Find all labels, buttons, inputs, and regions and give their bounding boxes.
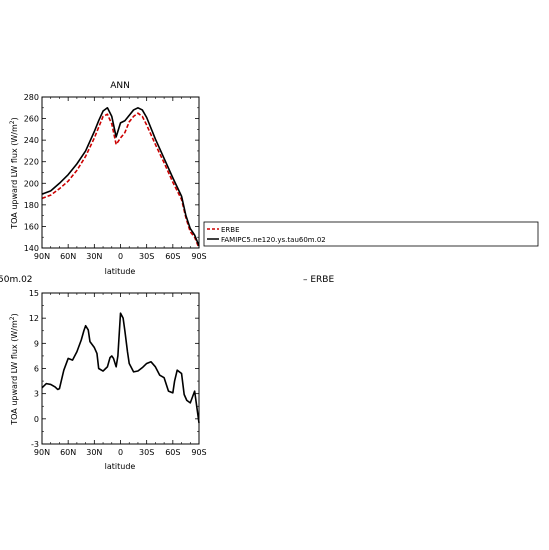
top-chart-y-axis-label: TOA upward LW flux (W/m2) bbox=[9, 117, 20, 229]
bottom-chart-y-tick-label: 6 bbox=[34, 365, 39, 374]
top-chart-y-tick-label: 160 bbox=[24, 222, 39, 231]
top-chart-y-tick-label: 200 bbox=[24, 179, 39, 188]
top-chart-x-tick-label: 90S bbox=[191, 252, 206, 261]
legend-box bbox=[203, 221, 539, 247]
top-chart-y-tick-label: 240 bbox=[24, 136, 39, 145]
bottom-chart-y-tick-label: 12 bbox=[29, 314, 39, 323]
top-chart-y-tick-label: 260 bbox=[24, 115, 39, 124]
top-chart-legend: ERBE FAMIPC5.ne120.ys.tau60m.02 bbox=[203, 221, 539, 247]
top-chart-x-tick-label: 0 bbox=[118, 252, 123, 261]
bottom-chart-x-ticks: 90N 60N 30N 0 30S 60S 90S bbox=[34, 293, 207, 457]
top-chart-x-tick-label: 30S bbox=[139, 252, 154, 261]
bottom-chart-series bbox=[41, 312, 200, 424]
top-chart-series-line-0 bbox=[41, 112, 200, 249]
bottom-chart-y-tick-label: -3 bbox=[31, 440, 39, 449]
top-chart-x-axis-label: latitude bbox=[105, 267, 136, 276]
top-chart-title: ANN bbox=[110, 81, 130, 91]
top-chart-y-tick-label: 220 bbox=[24, 158, 39, 167]
top-chart-y-ticks: 140 160 180 200 220 240 260 280 bbox=[24, 93, 199, 253]
top-chart-x-ticks: 90N 60N 30N 0 30S 60S 90S bbox=[34, 97, 207, 261]
bottom-chart-x-tick-label: 0 bbox=[118, 448, 123, 457]
clipped-model-name-text: 50m.02 bbox=[0, 275, 33, 285]
top-chart-x-tick-label: 60N bbox=[60, 252, 76, 261]
top-chart-plot-frame bbox=[41, 96, 200, 249]
top-chart-series-line-1 bbox=[41, 106, 200, 247]
top-chart-panel: ANN 140 160 180 200 220 240 260 280 90N 60N 30N 0 3… bbox=[9, 81, 207, 276]
top-chart-y-tick-label: 280 bbox=[24, 93, 39, 102]
bottom-chart-y-ticks: -3 0 3 6 9 12 15 bbox=[29, 289, 199, 449]
bottom-chart-y-tick-label: 0 bbox=[34, 415, 39, 424]
bottom-chart-x-tick-label: 90N bbox=[34, 448, 50, 457]
bottom-chart-x-tick-label: 30S bbox=[139, 448, 154, 457]
top-chart-series bbox=[41, 106, 200, 249]
bottom-chart-x-tick-label: 60N bbox=[60, 448, 76, 457]
legend-erbe-label: ERBE bbox=[221, 226, 240, 234]
bottom-chart-y-tick-label: 15 bbox=[29, 289, 39, 298]
top-chart-y-tick-label: 180 bbox=[24, 201, 39, 210]
bottom-chart-y-axis-label: TOA upward LW flux (W/m2) bbox=[9, 313, 20, 425]
bottom-chart-x-tick-label: 60S bbox=[165, 448, 180, 457]
bottom-chart-x-axis-label: latitude bbox=[105, 462, 136, 471]
bottom-chart-y-tick-label: 3 bbox=[34, 390, 39, 399]
erbe-caption-text: – ERBE bbox=[303, 275, 334, 285]
top-chart-y-tick-label: 140 bbox=[24, 244, 39, 253]
top-chart-x-tick-label: 60S bbox=[165, 252, 180, 261]
legend-model-label: FAMIPC5.ne120.ys.tau60m.02 bbox=[221, 236, 326, 244]
bottom-chart-x-tick-label: 30N bbox=[86, 448, 102, 457]
top-chart-x-tick-label: 30N bbox=[86, 252, 102, 261]
top-chart-x-tick-label: 90N bbox=[34, 252, 50, 261]
bottom-chart-series-line-0 bbox=[41, 312, 200, 424]
bottom-chart-y-tick-label: 9 bbox=[34, 339, 39, 348]
bottom-chart-x-tick-label: 90S bbox=[191, 448, 206, 457]
